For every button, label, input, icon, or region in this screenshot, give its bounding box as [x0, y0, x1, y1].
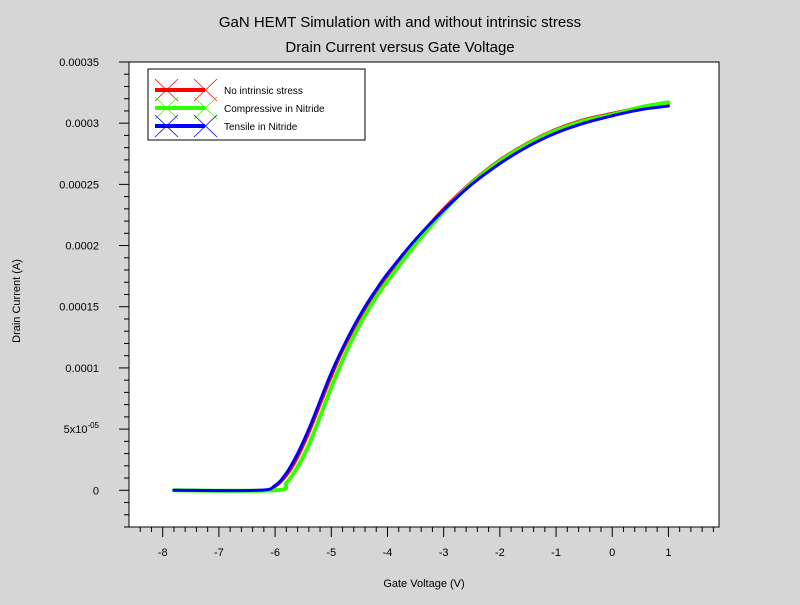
chart-subtitle: Drain Current versus Gate Voltage — [285, 39, 514, 56]
x-tick-label: -2 — [495, 547, 505, 559]
legend-marker-stroke — [193, 96, 218, 120]
y-tick-label: 0.00035 — [59, 57, 99, 69]
legend-label: No intrinsic stress — [224, 86, 303, 97]
y-tick-label: 0 — [93, 485, 99, 497]
x-axis-title: Gate Voltage (V) — [383, 578, 464, 590]
legend: No intrinsic stress Compressive in Nitrid… — [147, 68, 366, 141]
x-axis: -8 -7 -6 -5 -4 -3 -2 -1 0 1 — [139, 527, 714, 559]
y-axis-title: Drain Current (A) — [11, 259, 23, 343]
legend-item: Tensile in Nitride — [154, 114, 298, 138]
legend-marker-stroke — [193, 78, 218, 102]
y-tick-label: 0.00015 — [59, 302, 99, 314]
x-tick-label: -6 — [270, 547, 280, 559]
series-layer — [171, 100, 671, 493]
legend-item: No intrinsic stress — [154, 78, 303, 102]
x-tick-label: -8 — [158, 547, 168, 559]
y-axis: 0 5x10-05 0.0001 0.00015 0.0002 0.00025 0.0003… — [59, 57, 129, 528]
x-tick-label: 0 — [609, 547, 615, 559]
legend-box — [147, 68, 366, 141]
chart-title: GaN HEMT Simulation with and without int… — [219, 14, 581, 31]
y-tick-label: 0.0003 — [65, 118, 99, 130]
legend-label: Compressive in Nitride — [224, 104, 325, 115]
y-tick-label: 0.0001 — [65, 363, 99, 375]
x-tick-label: -5 — [326, 547, 336, 559]
y-tick-label: 5x10-05 — [64, 421, 100, 436]
series-line-3 — [172, 104, 670, 493]
y-tick-label: 0.0002 — [65, 241, 99, 253]
x-tick-label: -7 — [214, 547, 224, 559]
legend-marker-stroke — [193, 114, 218, 138]
x-tick-label: -4 — [383, 547, 393, 559]
legend-label: Tensile in Nitride — [224, 122, 298, 133]
legend-item: Compressive in Nitride — [154, 96, 325, 120]
x-tick-label: -3 — [439, 547, 449, 559]
y-tick-label: 0.00025 — [59, 179, 99, 191]
x-tick-label: 1 — [665, 547, 671, 559]
x-tick-label: -1 — [551, 547, 561, 559]
series-line-2 — [171, 100, 671, 493]
